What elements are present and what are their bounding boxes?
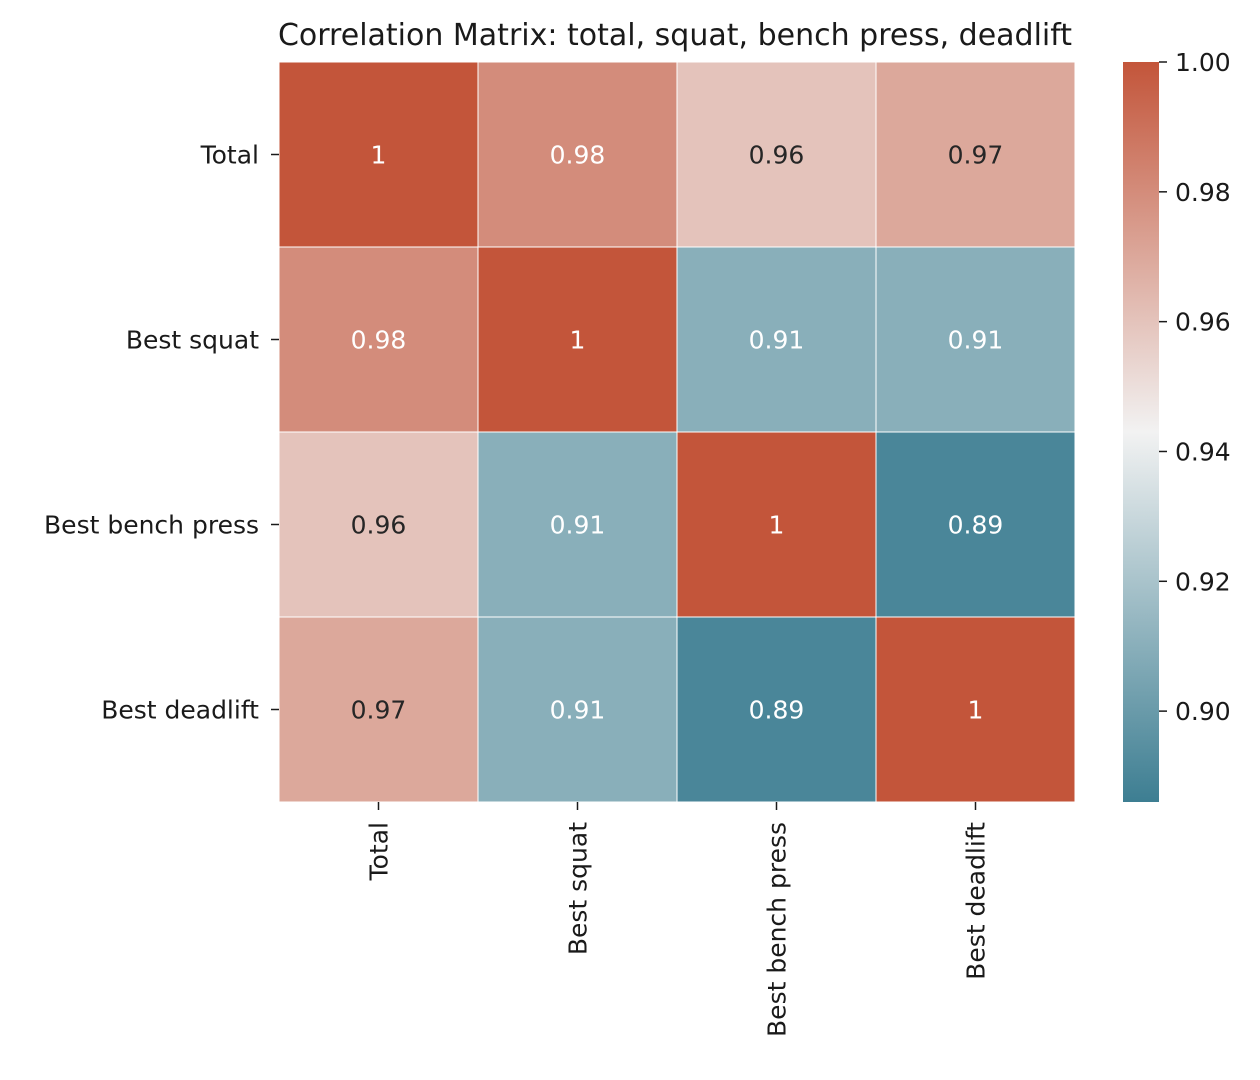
heatmap-cell (278, 616, 479, 803)
heatmap-cell (875, 431, 1076, 618)
cell-annotation: 1 (570, 326, 586, 355)
cell-annotation: 0.91 (550, 511, 606, 540)
cell-annotations: 1 0.98 0.96 0.97 0.98 1 0.91 0.91 0.96 0.91 1 0.89 0… (351, 141, 1004, 725)
y-tick-label: Best squat (126, 326, 259, 355)
cell-annotation: 0.98 (351, 326, 407, 355)
cell-annotation: 0.98 (550, 141, 606, 170)
heatmap-cell (278, 61, 479, 248)
heatmap-cell (477, 246, 678, 433)
column-labels: Total Best squat Best bench press Best dead… (365, 802, 991, 1037)
colorbar-gradient (1123, 62, 1159, 802)
cell-annotation: 0.97 (948, 141, 1004, 170)
x-tick-label: Best bench press (763, 822, 792, 1037)
cell-annotation: 1 (769, 511, 785, 540)
row-labels: Total Best squat Best bench press Best dead… (44, 141, 279, 725)
colorbar-tick-label: 0.98 (1175, 178, 1231, 207)
colorbar-tick-label: 0.90 (1175, 697, 1231, 726)
heatmap-cell (875, 61, 1076, 248)
cell-annotation: 1 (371, 141, 387, 170)
x-tick-label: Total (365, 822, 394, 881)
heatmap-cell (875, 246, 1076, 433)
cell-annotation: 0.91 (550, 696, 606, 725)
y-tick-label: Total (200, 141, 259, 170)
cell-annotation: 0.96 (351, 511, 407, 540)
colorbar-tick-label: 0.92 (1175, 567, 1231, 596)
heatmap-cell (875, 616, 1076, 803)
cell-annotation: 0.91 (948, 326, 1004, 355)
colorbar-tick-label: 1.00 (1175, 48, 1231, 77)
cell-annotation: 0.96 (749, 141, 805, 170)
heatmap-cell (477, 61, 678, 248)
cell-annotation: 0.91 (749, 326, 805, 355)
heatmap-cells (278, 61, 1076, 803)
heatmap-cell (676, 616, 877, 803)
y-tick-label: Best bench press (44, 511, 259, 540)
colorbar: 0.90 0.92 0.94 0.96 0.98 1.00 (1123, 48, 1231, 802)
heatmap-cell (477, 431, 678, 618)
heatmap-cell (278, 246, 479, 433)
y-tick-label: Best deadlift (101, 696, 259, 725)
x-tick-label: Best deadlift (962, 822, 991, 980)
heatmap-cell (477, 616, 678, 803)
cell-annotation: 1 (968, 696, 984, 725)
colorbar-tick-label: 0.94 (1175, 437, 1231, 466)
heatmap-cell (676, 246, 877, 433)
colorbar-tick-label: 0.96 (1175, 308, 1231, 337)
cell-annotation: 0.89 (749, 696, 805, 725)
cell-annotation: 0.89 (948, 511, 1004, 540)
chart-title: Correlation Matrix: total, squat, bench … (278, 18, 1072, 53)
heatmap-cell (676, 61, 877, 248)
cell-annotation: 0.97 (351, 696, 407, 725)
x-tick-label: Best squat (564, 822, 593, 955)
